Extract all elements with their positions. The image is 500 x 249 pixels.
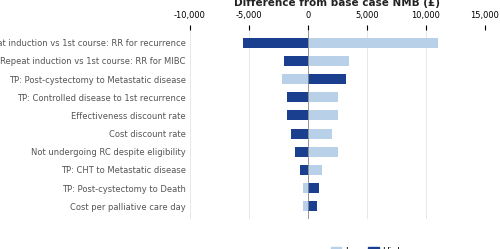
Bar: [295, 147, 308, 157]
Bar: [243, 38, 308, 48]
Bar: [308, 56, 350, 66]
Bar: [308, 74, 346, 84]
Bar: [284, 56, 308, 66]
Bar: [308, 165, 322, 175]
Bar: [308, 110, 338, 121]
X-axis label: Difference from base case NMB (£): Difference from base case NMB (£): [234, 0, 440, 8]
Bar: [282, 74, 308, 84]
Bar: [308, 201, 318, 211]
Bar: [308, 38, 438, 48]
Bar: [287, 92, 308, 102]
Bar: [304, 201, 308, 211]
Bar: [292, 128, 308, 139]
Bar: [308, 183, 318, 193]
Bar: [308, 147, 338, 157]
Bar: [287, 110, 308, 121]
Bar: [304, 183, 308, 193]
Bar: [300, 165, 308, 175]
Bar: [308, 92, 338, 102]
Bar: [308, 128, 332, 139]
Legend: Low, High: Low, High: [330, 247, 404, 249]
